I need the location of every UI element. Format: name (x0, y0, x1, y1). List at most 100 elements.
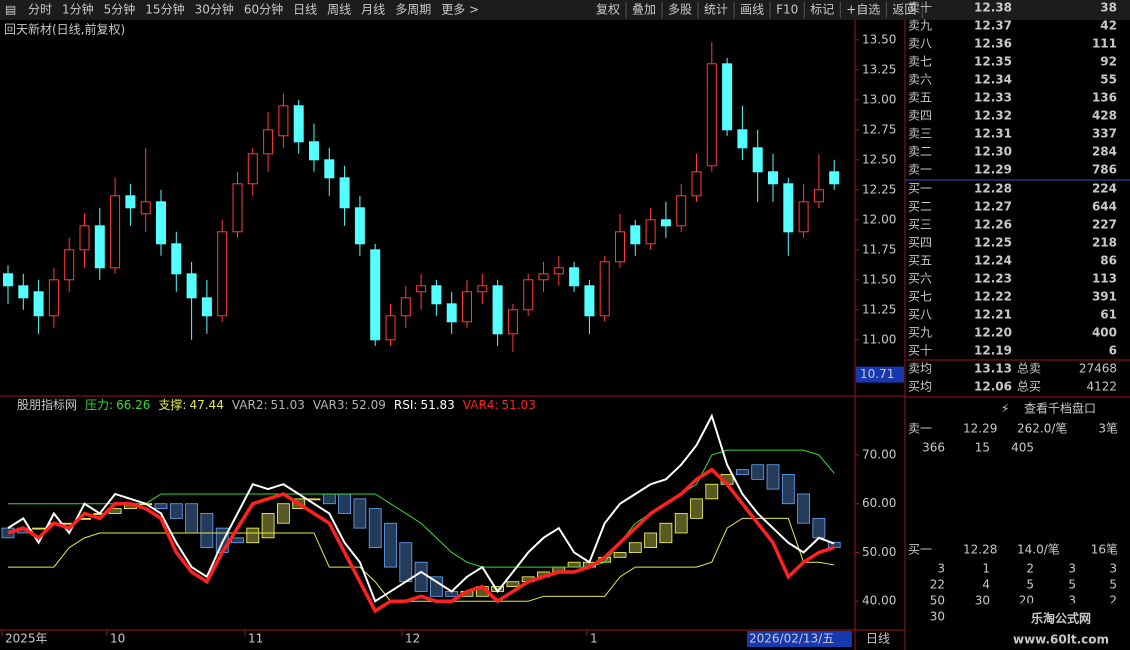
deep-price: 12.29 (963, 422, 997, 436)
x-tick-label: 1 (590, 632, 598, 646)
deep-avg: 262.0/笔 (1017, 421, 1067, 436)
cloud-bar (246, 527, 260, 544)
tool-button[interactable]: +自选 (846, 3, 880, 17)
y-tick-label: 60.00 (862, 496, 896, 510)
chart-title: 回天新材(日线,前复权) (4, 22, 125, 37)
tool-button[interactable]: 标记 (810, 3, 834, 17)
indicator-line (7, 413, 835, 603)
period-tab[interactable]: 60分钟 (244, 2, 283, 17)
book-volume: 224 (1092, 182, 1117, 196)
watermark-url: www.60lt.com (1013, 633, 1109, 647)
candle-body (737, 129, 748, 149)
legend-value: 51.03 (501, 398, 535, 412)
candle-body (400, 297, 411, 317)
candle-body (125, 195, 136, 209)
legend-name: VAR2: (232, 398, 268, 412)
book-volume: 113 (1092, 272, 1117, 286)
book-volume: 428 (1092, 109, 1117, 123)
book-price: 12.21 (974, 308, 1012, 322)
legend-value: 47.44 (189, 398, 223, 412)
deep-count: 3笔 (1098, 421, 1118, 436)
cloud-bar (353, 498, 367, 529)
period-tab[interactable]: 多周期 (395, 3, 431, 17)
book-label: 买六 (908, 272, 932, 286)
cloud-bar (766, 464, 780, 490)
cloud-bar (307, 498, 321, 501)
deep-book-button[interactable]: 查看千档盘口 (1024, 401, 1096, 416)
period-tab[interactable]: 1分钟 (62, 2, 94, 17)
legend-name: VAR3: (313, 398, 349, 412)
period-tab[interactable]: 月线 (361, 3, 385, 17)
cloud-bar (231, 537, 244, 544)
candle-body (676, 195, 687, 227)
candle-body (462, 291, 472, 323)
cloud-bar (812, 517, 826, 539)
deep-sell-count: 405 (1011, 441, 1034, 455)
book-volume: 136 (1092, 91, 1117, 105)
deep-sell-count: 366 (922, 441, 945, 455)
book-volume: 284 (1092, 145, 1117, 159)
book-label: 买八 (908, 308, 932, 322)
period-tab[interactable]: 更多 > (441, 3, 479, 17)
book-price: 12.34 (974, 73, 1012, 87)
deep-buy-count: 5 (1068, 578, 1076, 592)
candle-body (201, 297, 212, 317)
candle-body (48, 279, 59, 317)
period-tab[interactable]: 30分钟 (195, 2, 234, 17)
y-tick-label: 13.00 (862, 92, 896, 106)
y-tick-label: 13.50 (862, 32, 896, 46)
tool-button[interactable]: 返回 (892, 3, 916, 17)
deep-buy-count: 30 (975, 594, 990, 608)
cloud-bar (169, 503, 183, 519)
candle-body (385, 315, 396, 341)
deep-buy-count: 2 (1109, 594, 1117, 608)
cloud-bar (613, 552, 627, 558)
cloud-bar (368, 508, 382, 548)
x-tick-label: 10 (110, 632, 125, 646)
candle-body (446, 303, 457, 323)
tool-button[interactable]: 复权 (596, 3, 620, 17)
book-price: 12.26 (974, 218, 1012, 232)
candle-body (507, 309, 518, 335)
candle-body (569, 267, 580, 287)
candle-body (110, 195, 121, 269)
tool-button[interactable]: 多股 (668, 3, 692, 17)
book-label: 卖一 (908, 163, 932, 177)
tool-button[interactable]: 叠加 (632, 3, 656, 17)
cloud-bar (185, 503, 199, 534)
cursor-date: 2026/02/13/五 (749, 632, 834, 646)
tool-button[interactable]: 统计 (704, 3, 728, 17)
period-tab[interactable]: 15分钟 (145, 2, 184, 17)
period-tab[interactable]: 日线 (293, 3, 317, 17)
cloud-bar (659, 522, 673, 544)
candle-body (584, 285, 595, 317)
legend-name: VAR4: (463, 398, 499, 412)
candle-body (798, 201, 809, 233)
deep-buy-count: 3 (1109, 562, 1117, 576)
candle-body (247, 153, 258, 185)
book-volume: 227 (1092, 218, 1117, 232)
tool-button[interactable]: F10 (776, 3, 798, 17)
period-tab[interactable]: 5分钟 (104, 2, 136, 17)
candle-body (186, 273, 197, 299)
candle-body (278, 105, 289, 137)
candle-body (18, 285, 29, 299)
candle-body (538, 273, 549, 281)
book-price: 12.35 (974, 55, 1012, 69)
x-tick-label: 12 (405, 632, 420, 646)
candle-body (752, 147, 763, 173)
book-label: 卖七 (908, 55, 932, 69)
period-tab[interactable]: 周线 (327, 3, 351, 17)
tool-button[interactable]: 画线 (740, 3, 764, 17)
candle-body (783, 183, 794, 233)
book-price: 12.31 (974, 127, 1012, 141)
cloud-bar (674, 513, 688, 534)
deep-price: 12.28 (963, 543, 997, 557)
deep-label: 卖一 (908, 422, 932, 436)
deep-sell-count: 15 (975, 441, 990, 455)
candle-body (492, 285, 503, 335)
book-volume: 38 (1100, 1, 1117, 15)
y-tick-label: 11.00 (862, 332, 896, 346)
period-label: 日线 (866, 632, 890, 646)
period-tab[interactable]: 分时 (28, 3, 52, 17)
